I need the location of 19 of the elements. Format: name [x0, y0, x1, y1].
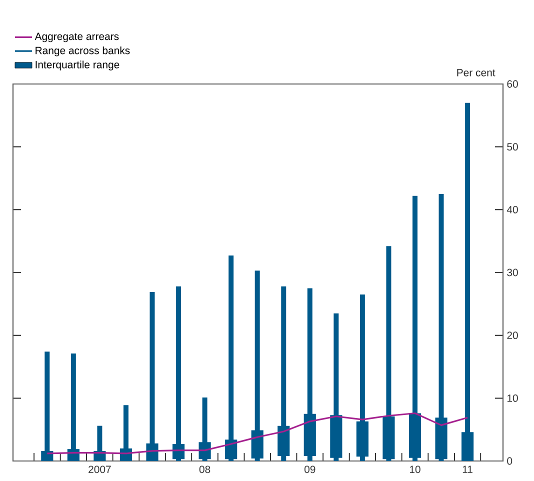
y-tick-label: 20 [507, 332, 518, 340]
y-axis-title: Per cent [457, 69, 496, 76]
legend-label: Range across banks [36, 46, 130, 56]
bar [228, 256, 234, 461]
y-tick-label: 30 [507, 268, 518, 276]
y-tick-label: 10 [507, 394, 518, 402]
legend-label: Interquartile range [36, 60, 120, 70]
y-tick-label: 60 [507, 80, 518, 88]
bar [176, 286, 182, 461]
x-tick-label: 08 [199, 466, 210, 474]
x-tick-label: 2007 [88, 466, 111, 474]
x-tick-label: 10 [410, 466, 420, 474]
line-series [46, 412, 468, 454]
x-tick-label: 11 [462, 466, 472, 473]
y-tick-label: 50 [507, 143, 518, 151]
y-tick-label: 0 [507, 457, 512, 465]
y-tick-label: 40 [506, 206, 518, 214]
x-tick-label: 09 [304, 466, 316, 474]
legend-label: Aggregate arrears [34, 32, 119, 42]
